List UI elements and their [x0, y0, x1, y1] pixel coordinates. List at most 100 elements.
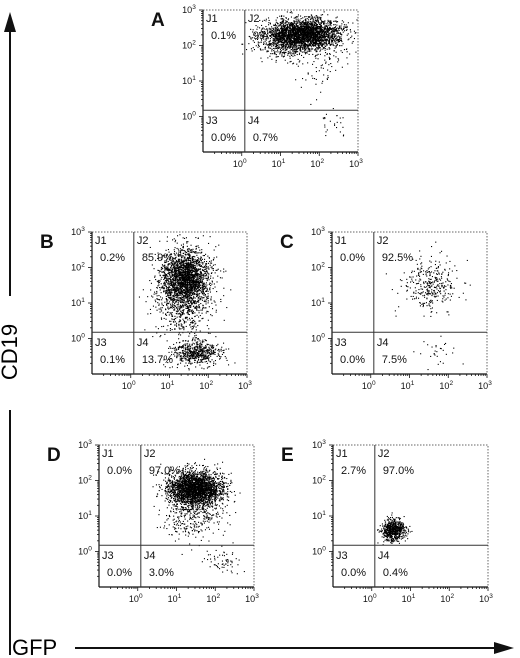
- event-point: [294, 38, 296, 40]
- event-point: [203, 293, 205, 295]
- event-point: [196, 281, 198, 283]
- event-point: [310, 30, 312, 32]
- event-point: [274, 29, 276, 31]
- event-point: [177, 258, 179, 260]
- event-point: [285, 21, 287, 23]
- event-point: [281, 34, 283, 36]
- event-point: [299, 31, 301, 33]
- event-point: [193, 280, 195, 282]
- event-point: [299, 41, 301, 43]
- event-point: [176, 275, 178, 277]
- event-point: [299, 37, 301, 39]
- event-point: [182, 291, 184, 293]
- event-point: [307, 37, 309, 39]
- event-point: [324, 55, 326, 57]
- y-tick-label: 103: [182, 4, 196, 15]
- x-tick-label: 101: [272, 158, 286, 169]
- event-point: [159, 240, 161, 242]
- event-point: [323, 26, 325, 28]
- event-point: [184, 292, 186, 294]
- event-point: [153, 268, 155, 270]
- event-point: [176, 274, 178, 276]
- event-point: [270, 53, 272, 55]
- event-point: [295, 47, 297, 49]
- event-point: [319, 35, 321, 37]
- event-point: [194, 256, 196, 258]
- event-point: [177, 235, 179, 237]
- event-point: [332, 27, 334, 29]
- event-point: [285, 36, 287, 38]
- event-point: [189, 265, 191, 267]
- event-point: [311, 16, 313, 18]
- event-point: [251, 50, 253, 52]
- event-point: [287, 26, 289, 28]
- event-point: [328, 20, 330, 22]
- event-point: [295, 46, 297, 48]
- event-point: [191, 250, 193, 252]
- event-point: [174, 263, 176, 265]
- event-point: [194, 251, 196, 253]
- event-point: [285, 20, 287, 22]
- event-point: [282, 38, 284, 40]
- event-point: [290, 34, 292, 36]
- event-point: [186, 287, 188, 289]
- event-point: [295, 50, 297, 52]
- event-point: [172, 278, 174, 280]
- event-point: [284, 38, 286, 40]
- event-point: [176, 264, 178, 266]
- event-point: [269, 44, 271, 46]
- event-point: [179, 291, 181, 293]
- event-point: [315, 29, 317, 31]
- event-point: [194, 268, 196, 270]
- event-point: [296, 29, 298, 31]
- event-point: [184, 269, 186, 271]
- event-point: [304, 47, 306, 49]
- quadrant-name-j3: J3: [206, 115, 218, 127]
- event-point: [263, 28, 265, 30]
- event-point: [179, 265, 181, 267]
- event-point: [302, 38, 304, 40]
- event-point: [198, 263, 200, 265]
- event-point: [342, 28, 344, 30]
- event-point: [295, 29, 297, 31]
- event-point: [193, 293, 195, 295]
- event-point: [281, 27, 283, 29]
- event-point: [156, 309, 158, 311]
- event-point: [323, 33, 325, 35]
- event-point: [308, 44, 310, 46]
- event-point: [280, 52, 282, 54]
- event-point: [271, 45, 273, 47]
- event-point: [329, 53, 331, 55]
- event-point: [317, 33, 319, 35]
- event-point: [316, 34, 318, 36]
- event-point: [166, 269, 168, 271]
- event-point: [305, 29, 307, 31]
- event-point: [290, 22, 292, 24]
- event-point: [321, 45, 323, 47]
- event-point: [335, 20, 337, 22]
- event-point: [335, 26, 337, 28]
- event-point: [331, 37, 333, 39]
- event-point: [282, 31, 284, 33]
- event-point: [302, 30, 304, 32]
- event-point: [193, 262, 195, 264]
- event-point: [183, 258, 185, 260]
- event-point: [318, 43, 320, 45]
- event-point: [320, 19, 322, 21]
- event-point: [204, 267, 206, 269]
- scatter-points: [138, 234, 236, 371]
- event-point: [299, 52, 301, 54]
- event-point: [185, 254, 187, 256]
- event-point: [191, 302, 193, 304]
- event-point: [199, 265, 201, 267]
- event-point: [323, 22, 325, 24]
- event-point: [316, 28, 318, 30]
- event-point: [290, 16, 292, 18]
- event-point: [292, 50, 294, 52]
- event-point: [273, 34, 275, 36]
- event-point: [311, 75, 313, 77]
- event-point: [166, 240, 168, 242]
- event-point: [184, 253, 186, 255]
- event-point: [292, 29, 294, 31]
- event-point: [257, 35, 259, 37]
